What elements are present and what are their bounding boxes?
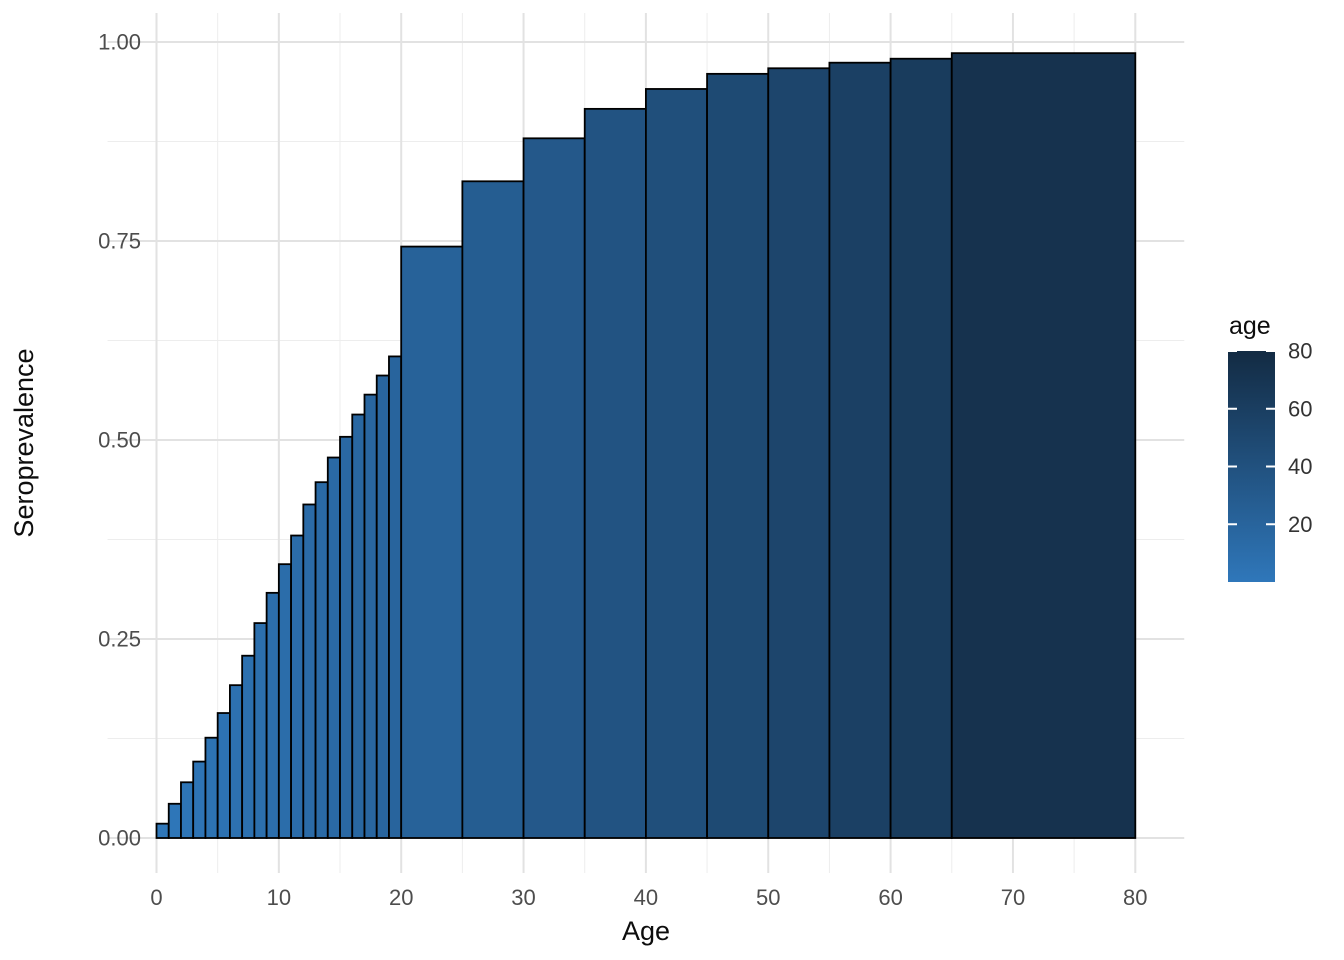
bar-age-11-12 <box>290 534 305 839</box>
bar-age-55-60 <box>828 61 892 839</box>
bar-age-12-13 <box>302 503 317 839</box>
bar-age-35-40 <box>583 107 647 839</box>
bar-age-65-80 <box>950 52 1137 839</box>
bar-age-19-20 <box>388 355 403 839</box>
bar-age-7-8 <box>241 654 256 839</box>
x-tick-label: 30 <box>511 885 535 910</box>
y-tick-label: 0.75 <box>98 229 141 254</box>
bar-age-17-18 <box>363 393 378 839</box>
bar-age-14-15 <box>326 456 341 839</box>
legend-tick-label: 40 <box>1288 454 1312 479</box>
bar-age-18-19 <box>375 374 390 839</box>
bar-age-0-1 <box>155 822 170 839</box>
y-axis-tick-labels: 0.00 0.25 0.50 0.75 1.00 <box>98 30 141 851</box>
legend-title: age <box>1229 312 1271 340</box>
bar-age-20-25 <box>400 245 464 839</box>
legend: age 80 60 40 20 <box>1228 312 1312 582</box>
bar-age-50-55 <box>767 67 831 839</box>
bar-age-2-3 <box>180 781 195 839</box>
bar-age-4-5 <box>204 736 219 839</box>
bar-age-40-45 <box>645 88 708 839</box>
x-tick-label: 40 <box>634 885 658 910</box>
bar-age-6-7 <box>229 684 244 839</box>
bar-age-1-2 <box>167 802 182 839</box>
bar-age-30-35 <box>522 137 586 839</box>
bar-age-3-4 <box>192 760 207 839</box>
legend-tick-label: 60 <box>1288 396 1312 421</box>
legend-tick-label: 20 <box>1288 512 1312 537</box>
y-tick-label: 1.00 <box>98 30 141 55</box>
legend-tick-labels: 80 60 40 20 <box>1288 339 1312 537</box>
y-axis-title: Seroprevalence <box>9 348 39 537</box>
y-tick-label: 0.00 <box>98 826 141 851</box>
bar-age-16-17 <box>351 413 366 839</box>
x-tick-label: 80 <box>1123 885 1147 910</box>
y-tick-label: 0.50 <box>98 428 141 453</box>
bar-age-15-16 <box>339 435 354 839</box>
bar-age-8-9 <box>253 622 268 839</box>
bar-age-10-11 <box>277 563 292 839</box>
x-tick-label: 0 <box>150 885 162 910</box>
bar-age-25-30 <box>461 180 525 839</box>
bar-age-9-10 <box>265 591 280 839</box>
x-axis-title: Age <box>622 916 670 946</box>
x-tick-label: 50 <box>756 885 780 910</box>
x-tick-label: 60 <box>878 885 902 910</box>
y-tick-label: 0.25 <box>98 627 141 652</box>
bar-age-13-14 <box>314 481 329 839</box>
bars-group <box>155 52 1137 839</box>
bar-age-45-50 <box>706 72 770 839</box>
legend-tick-label: 80 <box>1288 339 1312 364</box>
x-tick-label: 20 <box>389 885 413 910</box>
x-tick-label: 10 <box>267 885 291 910</box>
legend-ticks <box>1228 350 1275 526</box>
x-tick-label: 70 <box>1001 885 1025 910</box>
bar-age-5-6 <box>216 712 231 839</box>
x-axis-tick-labels: 0 10 20 30 40 50 60 70 80 <box>150 885 1147 910</box>
bar-age-60-65 <box>889 57 953 839</box>
